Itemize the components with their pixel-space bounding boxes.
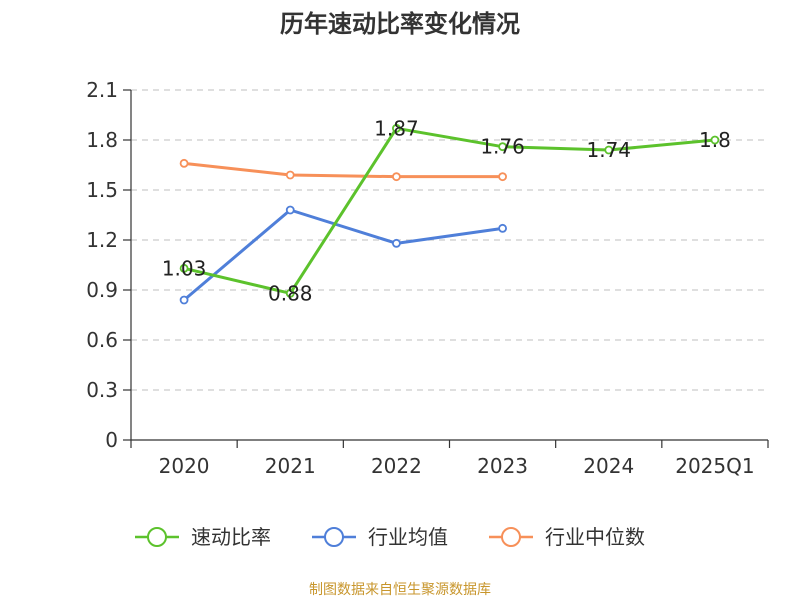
y-tick-label: 2.1 (86, 78, 118, 102)
data-label: 1.8 (699, 128, 731, 152)
data-point (392, 172, 401, 182)
data-labels: 1.03 0.88 1.87 1.76 1.74 1.8 (162, 116, 731, 305)
chart-title: 历年速动比率变化情况 (280, 10, 520, 38)
y-tick-label: 0.9 (86, 278, 118, 302)
x-tick-label: 2024 (583, 454, 634, 478)
data-point (179, 295, 189, 305)
y-tick-label: 0 (105, 428, 118, 452)
legend-label: 速动比率 (191, 525, 271, 549)
x-tick-label: 2021 (265, 454, 316, 478)
data-point (392, 238, 401, 248)
x-tick-label: 2020 (159, 454, 210, 478)
axes: 0 0.3 0.6 0.9 1.2 1.5 1.8 2.1 2020 2021 2022 2023 20… (86, 78, 769, 478)
series-line (183, 208, 503, 302)
legend[interactable]: 速动比率 行业均值 行业中位数 (135, 525, 645, 549)
legend-marker (147, 527, 167, 547)
data-point (392, 123, 401, 133)
data-points (179, 123, 720, 305)
series-line (183, 126, 716, 295)
y-tick-label: 0.6 (86, 328, 118, 352)
data-point (498, 172, 507, 182)
y-tick-label: 1.2 (86, 228, 118, 252)
data-label: 0.88 (268, 281, 313, 305)
data-point (710, 135, 720, 145)
y-tick-label: 1.5 (86, 178, 118, 202)
data-label: 1.76 (480, 135, 525, 159)
data-point (285, 170, 295, 180)
data-point (179, 263, 189, 273)
x-tick-label: 2022 (371, 454, 422, 478)
x-tick-label: 2025Q1 (675, 454, 754, 478)
legend-marker (324, 527, 344, 547)
data-point (498, 142, 507, 152)
data-label: 1.74 (586, 138, 631, 162)
data-point (498, 223, 507, 233)
grid-lines (131, 89, 768, 391)
data-point (285, 205, 295, 215)
y-tick-label: 0.3 (86, 378, 118, 402)
data-point (285, 288, 295, 298)
data-point (604, 145, 614, 155)
legend-marker (501, 527, 521, 547)
y-tick-label: 1.8 (86, 128, 118, 152)
series-line (183, 161, 503, 179)
source-note: 制图数据来自恒生聚源数据库 (309, 582, 491, 598)
data-label: 1.03 (162, 256, 207, 280)
series-lines (183, 126, 716, 302)
legend-label: 行业中位数 (545, 525, 645, 549)
x-tick-label: 2023 (477, 454, 528, 478)
legend-label: 行业均值 (368, 525, 448, 549)
data-point (179, 158, 189, 168)
data-label: 1.87 (374, 116, 419, 140)
